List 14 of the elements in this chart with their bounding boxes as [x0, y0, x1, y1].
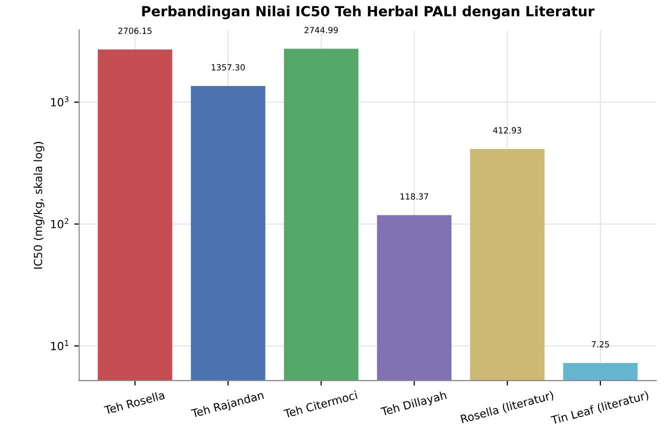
y-axis-title: IC50 (mg/kg, skala log) — [34, 142, 44, 269]
data-label: 118.37 — [400, 193, 428, 200]
data-label: 7.25 — [592, 341, 609, 348]
y-tick-label: 10$^{1}$ — [51, 340, 68, 350]
data-label: 1357.30 — [212, 64, 245, 70]
x-tick-label: Teh Rajandan — [190, 390, 265, 420]
chart-title: Perbandingan Nilai IC50 Teh Herbal PALI dengan Literatur — [142, 6, 594, 20]
y-tick-label: 10$^{2}$ — [51, 218, 68, 228]
x-tick-label: Teh Rosella — [104, 390, 165, 415]
data-label: 2706.15 — [118, 28, 152, 34]
data-label: 412.93 — [493, 127, 522, 134]
x-tick-label: Teh Dillayah — [380, 390, 448, 418]
y-tick-label: 10$^{3}$ — [51, 96, 68, 106]
data-label: 2744.99 — [304, 26, 338, 34]
